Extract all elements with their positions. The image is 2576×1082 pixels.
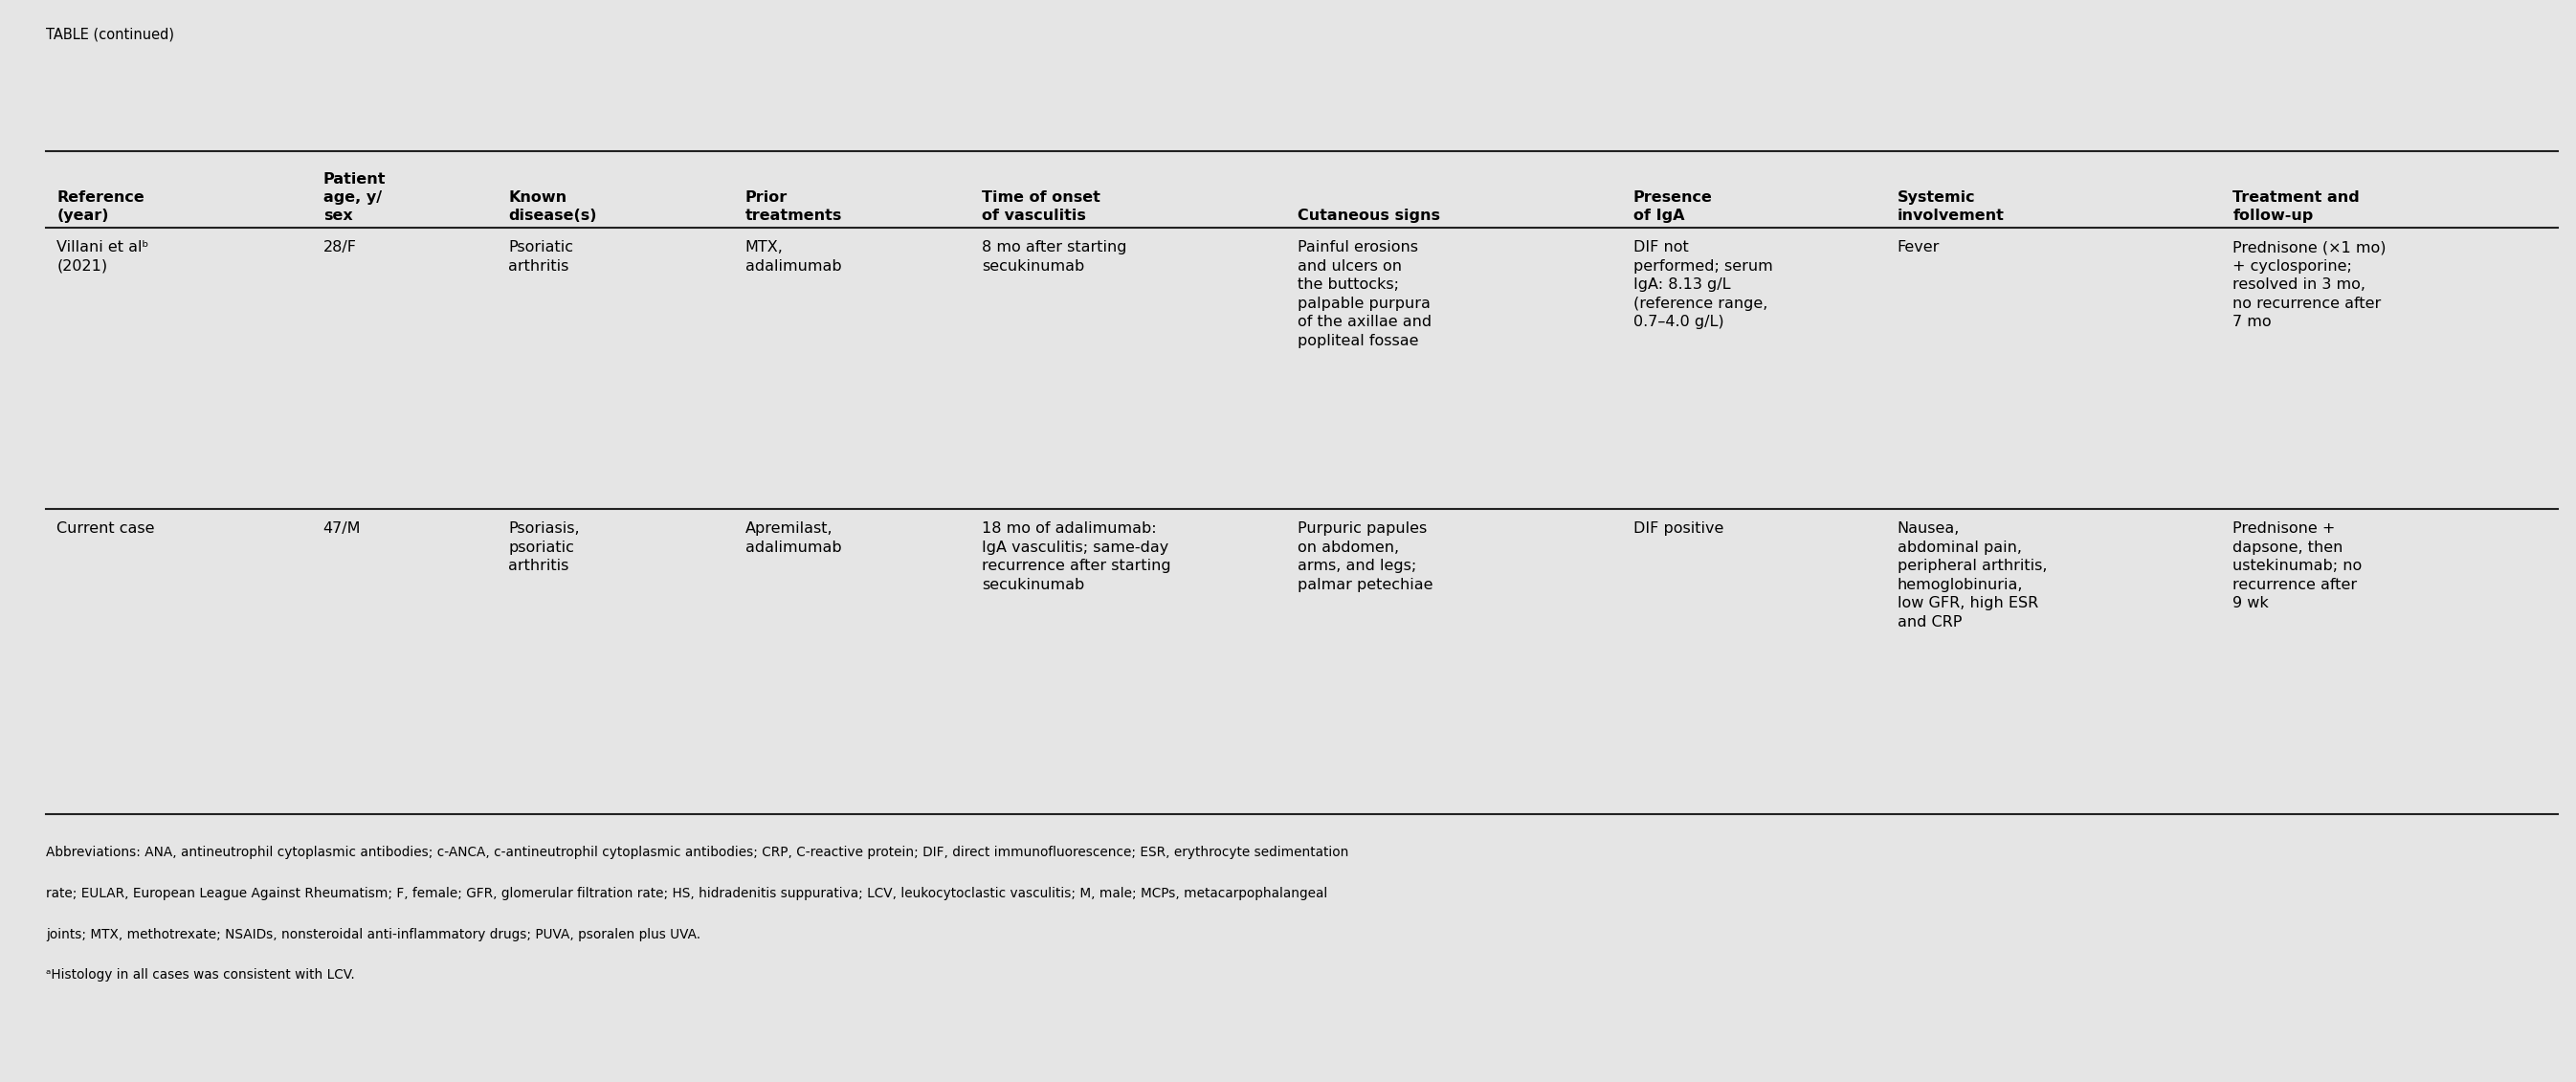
Text: Systemic
involvement: Systemic involvement bbox=[1896, 190, 2004, 223]
Text: Reference
(year): Reference (year) bbox=[57, 190, 144, 223]
Text: joints; MTX, methotrexate; NSAIDs, nonsteroidal anti-inflammatory drugs; PUVA, p: joints; MTX, methotrexate; NSAIDs, nonst… bbox=[46, 928, 701, 941]
Text: MTX,
adalimumab: MTX, adalimumab bbox=[744, 240, 842, 274]
Text: Fever: Fever bbox=[1896, 240, 1940, 254]
Text: Treatment and
follow-up: Treatment and follow-up bbox=[2233, 190, 2360, 223]
Text: 8 mo after starting
secukinumab: 8 mo after starting secukinumab bbox=[981, 240, 1126, 274]
Text: 47/M: 47/M bbox=[322, 522, 361, 536]
Text: Psoriasis,
psoriatic
arthritis: Psoriasis, psoriatic arthritis bbox=[507, 522, 580, 573]
Text: Painful erosions
and ulcers on
the buttocks;
palpable purpura
of the axillae and: Painful erosions and ulcers on the butto… bbox=[1298, 240, 1432, 348]
Text: Cutaneous signs: Cutaneous signs bbox=[1298, 209, 1440, 223]
Text: ᵃHistology in all cases was consistent with LCV.: ᵃHistology in all cases was consistent w… bbox=[46, 968, 355, 981]
Text: Time of onset
of vasculitis: Time of onset of vasculitis bbox=[981, 190, 1100, 223]
Text: Current case: Current case bbox=[57, 522, 155, 536]
Text: Patient
age, y/
sex: Patient age, y/ sex bbox=[322, 172, 386, 223]
Text: DIF positive: DIF positive bbox=[1633, 522, 1723, 536]
Text: TABLE (continued): TABLE (continued) bbox=[46, 27, 175, 41]
Text: Psoriatic
arthritis: Psoriatic arthritis bbox=[507, 240, 574, 274]
Text: 18 mo of adalimumab:
IgA vasculitis; same-day
recurrence after starting
secukinu: 18 mo of adalimumab: IgA vasculitis; sam… bbox=[981, 522, 1172, 592]
Text: Purpuric papules
on abdomen,
arms, and legs;
palmar petechiae: Purpuric papules on abdomen, arms, and l… bbox=[1298, 522, 1432, 592]
Text: Known
disease(s): Known disease(s) bbox=[507, 190, 598, 223]
Text: Apremilast,
adalimumab: Apremilast, adalimumab bbox=[744, 522, 842, 555]
Text: Prior
treatments: Prior treatments bbox=[744, 190, 842, 223]
Text: Villani et alᵇ
(2021): Villani et alᵇ (2021) bbox=[57, 240, 149, 274]
Text: DIF not
performed; serum
IgA: 8.13 g/L
(reference range,
0.7–4.0 g/L): DIF not performed; serum IgA: 8.13 g/L (… bbox=[1633, 240, 1772, 329]
Text: rate; EULAR, European League Against Rheumatism; F, female; GFR, glomerular filt: rate; EULAR, European League Against Rhe… bbox=[46, 887, 1327, 900]
Text: Presence
of IgA: Presence of IgA bbox=[1633, 190, 1713, 223]
Text: Prednisone +
dapsone, then
ustekinumab; no
recurrence after
9 wk: Prednisone + dapsone, then ustekinumab; … bbox=[2233, 522, 2362, 610]
Text: Abbreviations: ANA, antineutrophil cytoplasmic antibodies; c-ANCA, c-antineutrop: Abbreviations: ANA, antineutrophil cytop… bbox=[46, 846, 1350, 859]
Text: Nausea,
abdominal pain,
peripheral arthritis,
hemoglobinuria,
low GFR, high ESR
: Nausea, abdominal pain, peripheral arthr… bbox=[1896, 522, 2048, 630]
Text: Prednisone (×1 mo)
+ cyclosporine;
resolved in 3 mo,
no recurrence after
7 mo: Prednisone (×1 mo) + cyclosporine; resol… bbox=[2233, 240, 2385, 329]
Text: 28/F: 28/F bbox=[322, 240, 355, 254]
